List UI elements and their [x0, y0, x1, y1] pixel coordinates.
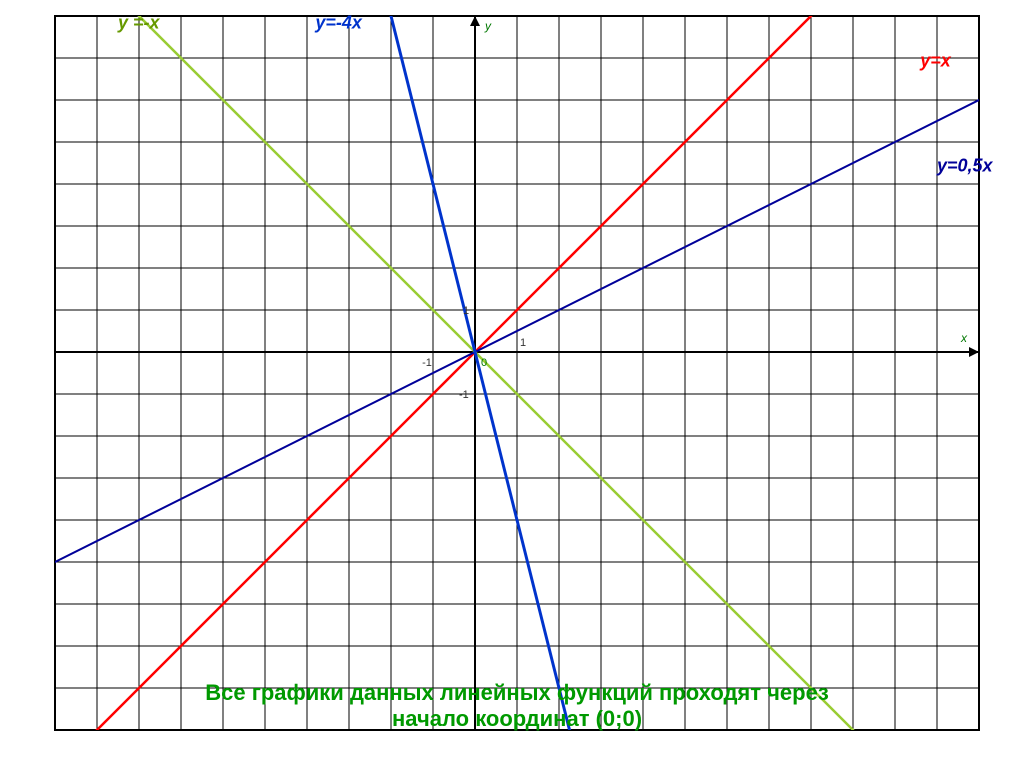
tick-x-1: 1: [520, 337, 526, 349]
linear-functions-chart: y x 0 1 1 -1 -1 y=x y=0,5x y =-x y=-4x Все графики …: [0, 0, 1024, 767]
x-axis-label: x: [960, 331, 968, 345]
label-y_eq_neg_x: y =-x: [117, 13, 161, 33]
caption-line1: Все графики данных линейных функций прох…: [205, 680, 829, 705]
tick-y-m1: -1: [459, 389, 469, 401]
chart-svg: y x 0 1 1 -1 -1 y=x y=0,5x y =-x y=-4x Все графики …: [0, 0, 1024, 767]
origin-label: 0: [481, 357, 487, 369]
tick-y-1: 1: [463, 305, 469, 317]
label-y_eq_neg4x: y=-4x: [314, 13, 363, 33]
y-axis-label: y: [484, 19, 492, 33]
label-y_eq_x: y=x: [919, 50, 952, 70]
label-y_eq_half_x: y=0,5x: [936, 155, 994, 175]
caption-line2: начало координат (0;0): [392, 706, 642, 731]
tick-x-m1: -1: [422, 357, 432, 369]
